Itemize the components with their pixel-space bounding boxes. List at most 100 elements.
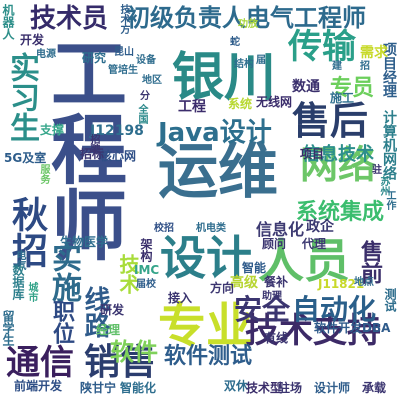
word-manager: 经理 (96, 323, 121, 337)
word-structure: 结构 (234, 59, 254, 70)
word-mgmt-trainee: 管培生 (108, 65, 138, 76)
word-region: 地区 (142, 75, 162, 86)
word-location: 地点 (354, 277, 374, 288)
word-branch: 分 (140, 91, 150, 102)
word-wired: 有线 (264, 331, 289, 345)
word-automation: 自动化 (292, 293, 377, 326)
word-bidding: 招标 (80, 147, 105, 161)
word-informatization: 信息化 (256, 220, 305, 239)
word-station: 驻 (372, 165, 382, 176)
word-intelligentization: 智能化 (120, 381, 157, 395)
word-staff: 人员 (258, 234, 350, 288)
word-construction: 施工 (330, 91, 355, 105)
word-yinchuan: 银川 (172, 48, 277, 108)
word-sales: 销售 (84, 342, 157, 383)
word-java-design: Java设计 (158, 118, 272, 148)
word-recruitment: 招聘 (88, 134, 99, 154)
word-support: 支撑 (40, 123, 65, 137)
word-database: 数据库 (11, 264, 25, 300)
word-bearer: 承载 (362, 381, 387, 395)
word-shaanxi-gansu-ningxia: 陕甘宁 (80, 381, 117, 395)
word-snake: 蛇 (230, 37, 240, 48)
word-autumn-recruit: 秋招 (6, 196, 47, 268)
word-electric: 电气 (14, 250, 25, 270)
word-city: 城市 (26, 282, 37, 302)
word-agent: 代理 (302, 237, 327, 251)
word-intern: 实习生 (4, 52, 39, 142)
word-technology: 技术 (116, 254, 140, 294)
word-consultant: 顾问 (262, 237, 287, 251)
word-campus-recruit: 校招 (154, 223, 174, 234)
word-weekend-off: 双休 (224, 379, 249, 393)
word-telecom: 通信 (6, 343, 74, 383)
word-project: 项目 (300, 147, 325, 161)
word-biomedical: 生物医学 (60, 235, 109, 249)
word-network: 网络 (300, 143, 377, 187)
word-imc: IMC (134, 263, 160, 277)
word-line: 线路 (80, 286, 110, 338)
word-engineering: 工程 (178, 99, 206, 115)
word-testing: 测试 (383, 288, 397, 312)
word-research: 研究 (82, 51, 107, 65)
word-j12198: J12198 (90, 123, 144, 139)
word-amplifier: 功放 (238, 19, 258, 30)
word-session: 届 (256, 55, 266, 66)
word-senior: 高级 (230, 275, 258, 291)
word-robot: 机器人 (1, 4, 15, 40)
word-meal-allowance: 餐补 (264, 275, 289, 289)
word-designer: 设计师 (314, 381, 351, 395)
word-system-integration: 系统集成 (296, 200, 385, 225)
word-build: 建 (332, 61, 342, 72)
word-tech-support: 技术支持 (245, 311, 381, 351)
word-tech-type: 技术型 (246, 381, 283, 395)
word-demand: 需求 (360, 45, 388, 61)
word-frontend-dev: 前端开发 (14, 379, 63, 393)
word-datacom: 数通 (292, 79, 320, 95)
word-j11821: J11821 (318, 277, 365, 291)
word-equipment: 设备 (136, 55, 156, 66)
word-onsite: 驻场 (278, 381, 303, 395)
word-presales: 售前 (357, 240, 382, 284)
word-professional: 专业 (158, 298, 255, 354)
word-ops: 运维 (158, 137, 278, 207)
word-aftersales: 售后 (292, 99, 369, 143)
word-engineer: 工程师 (38, 34, 127, 262)
word-project-manager: 项目经理 (381, 42, 397, 98)
word-overseas-student: 留学生 (1, 310, 15, 346)
word-service: 服务 (38, 164, 49, 184)
word-direction: 方向 (210, 281, 235, 295)
word-implement: 实施 (46, 242, 81, 302)
word-electromech: 机电类 (196, 223, 226, 234)
word-smart: 智能 (242, 261, 267, 275)
word-design: 设计 (160, 231, 252, 285)
word-rnd: 研发 (100, 303, 125, 317)
word-specialist: 专员 (330, 76, 375, 101)
word-software-dev-dba: 软件开发DBA (314, 321, 391, 335)
word-work: 工作 (384, 190, 395, 210)
word-transmission: 传输 (288, 27, 356, 67)
word-info-tech: 信息技术 (302, 144, 374, 165)
word-graduate: 届校 (136, 279, 156, 290)
word-security: 安全 (234, 293, 291, 326)
word-5g: 5G及室 (4, 151, 47, 165)
word-electrical-engineer: 初级负责人电气工程师 (126, 4, 366, 32)
word-tech-side: 技术方 (118, 4, 129, 34)
word-develop: 开发 (20, 33, 45, 47)
word-gov-enterprise: 政企 (306, 219, 334, 235)
word-recruit: 招 (360, 61, 370, 72)
word-technician: 技术员 (30, 4, 109, 34)
word-suzhou: 苏州 (378, 176, 389, 196)
word-software-test: 软件测试 (164, 344, 253, 369)
word-power: 电源 (36, 49, 56, 60)
word-kunshan: 昆山 (114, 47, 134, 58)
word-computer-network: 计算机网络 (381, 110, 397, 180)
word-assistant: 助理 (262, 291, 282, 302)
word-architecture: 架构 (139, 238, 153, 262)
word-access: 接入 (168, 291, 193, 305)
word-nationwide: 全国 (136, 104, 147, 124)
word-software: 软件 (110, 338, 158, 366)
word-position: 职位 (49, 300, 74, 344)
word-core-network: 核心网 (100, 149, 137, 163)
word-system: 系统 (228, 97, 253, 111)
